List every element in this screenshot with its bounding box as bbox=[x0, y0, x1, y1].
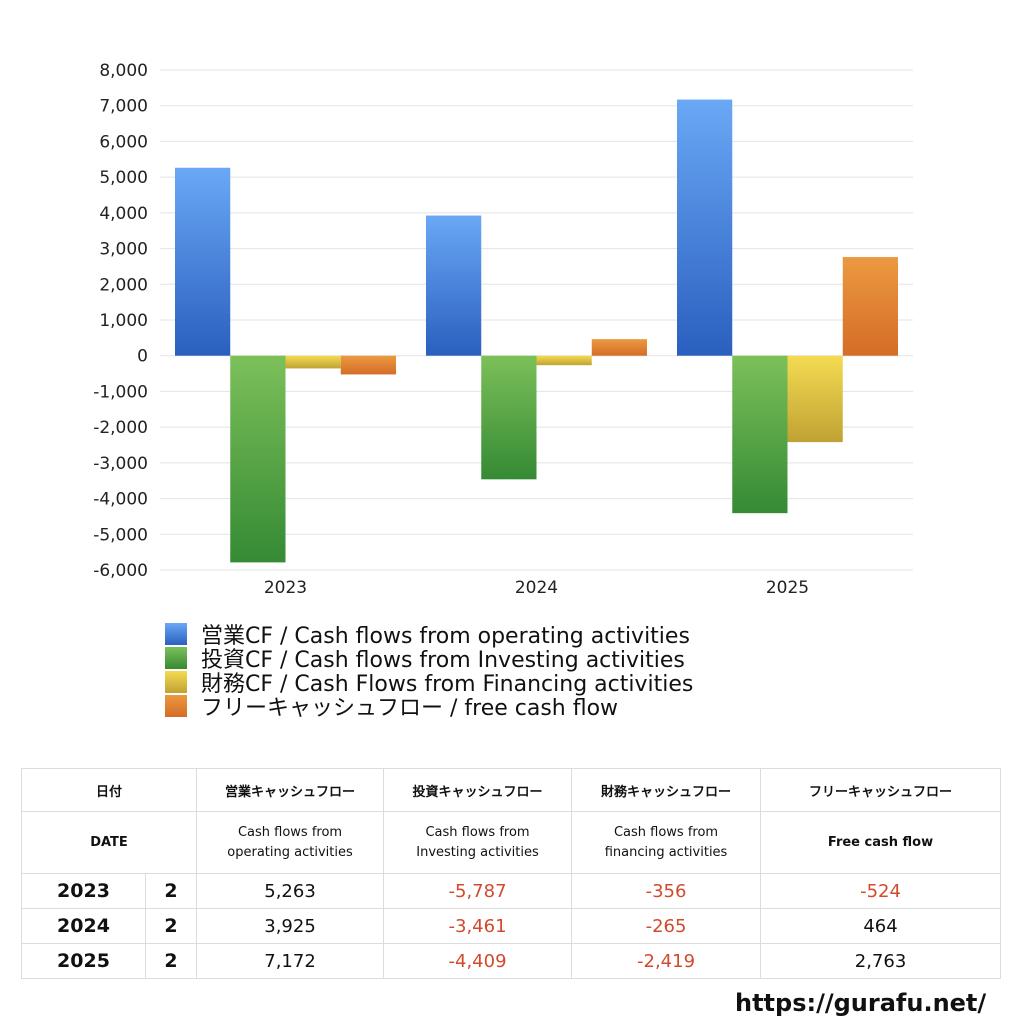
x-tick-label: 2024 bbox=[515, 578, 558, 598]
legend-label-financing: 財務CF / Cash Flows from Financing activit… bbox=[201, 672, 694, 697]
y-tick-label: 0 bbox=[137, 347, 148, 367]
header-investing-en-line1: Cash flows from bbox=[425, 824, 530, 840]
header-operating-jp: 営業キャッシュフロー bbox=[196, 768, 385, 812]
y-tick-label: 2,000 bbox=[99, 275, 148, 295]
header-date-jp: 日付 bbox=[20, 768, 198, 812]
y-tick-label: -6,000 bbox=[93, 561, 148, 581]
table-header-en: DATE Cash flows from operating activitie… bbox=[20, 811, 1002, 874]
bars bbox=[175, 99, 898, 563]
row-financing: -265 bbox=[571, 908, 762, 944]
header-financing-en-line1: Cash flows from bbox=[613, 824, 719, 840]
table-row: 2025 2 7,172 -4,409 -2,419 2,763 bbox=[21, 943, 1002, 979]
row-investing: -5,787 bbox=[383, 873, 573, 909]
header-investing-en-line2: Investing activities bbox=[416, 844, 539, 860]
row-fcf: 464 bbox=[760, 908, 1002, 944]
legend-swatch-operating bbox=[165, 623, 187, 645]
header-investing-jp: 投資キャッシュフロー bbox=[383, 768, 573, 812]
row-financing: -2,419 bbox=[571, 943, 762, 979]
y-tick-label: 3,000 bbox=[99, 240, 148, 260]
y-tick-label: -3,000 bbox=[93, 454, 148, 474]
header-operating-en-line2: operating activities bbox=[227, 844, 353, 860]
bar-2025-series-2 bbox=[787, 355, 843, 443]
row-investing: -3,461 bbox=[383, 908, 573, 944]
y-tick-label: -1,000 bbox=[93, 382, 148, 402]
header-investing-en: Cash flows from Investing activities bbox=[383, 811, 573, 874]
row-operating: 7,172 bbox=[196, 943, 385, 979]
y-tick-label: 7,000 bbox=[99, 97, 148, 117]
row-month: 2 bbox=[144, 873, 198, 909]
header-financing-en-line2: financing activities bbox=[604, 844, 728, 860]
row-operating: 5,263 bbox=[196, 873, 385, 909]
bar-2023-series-1 bbox=[230, 355, 286, 563]
y-tick-label: -4,000 bbox=[93, 490, 148, 510]
row-year: 2023 bbox=[21, 873, 146, 909]
legend-swatch-financing bbox=[165, 671, 187, 693]
legend-label-investing: 投資CF / Cash flows from Investing activit… bbox=[201, 648, 685, 673]
y-tick-label: -5,000 bbox=[93, 525, 148, 545]
row-fcf: 2,763 bbox=[760, 943, 1002, 979]
bar-2024-series-0 bbox=[426, 215, 482, 356]
row-year: 2025 bbox=[21, 943, 146, 979]
cash-flow-table: 日付 営業キャッシュフロー 投資キャッシュフロー 財務キャッシュフロー フリーキ… bbox=[20, 768, 1002, 979]
header-financing-jp: 財務キャッシュフロー bbox=[571, 768, 762, 812]
y-tick-label: 1,000 bbox=[99, 311, 148, 331]
legend-item-operating: 営業CF / Cash flows from operating activit… bbox=[165, 622, 693, 649]
table-header-jp: 日付 営業キャッシュフロー 投資キャッシュフロー 財務キャッシュフロー フリーキ… bbox=[20, 768, 1002, 812]
row-fcf: -524 bbox=[760, 873, 1002, 909]
header-fcf-en: Free cash flow bbox=[760, 811, 1002, 874]
bar-2024-series-3 bbox=[591, 339, 647, 356]
header-financing-en: Cash flows from financing activities bbox=[571, 811, 762, 874]
row-year: 2024 bbox=[21, 908, 146, 944]
header-operating-en: Cash flows from operating activities bbox=[196, 811, 385, 874]
bar-2023-series-0 bbox=[175, 167, 231, 356]
legend-swatch-investing bbox=[165, 647, 187, 669]
bar-2023-series-3 bbox=[340, 355, 396, 375]
y-tick-label: 8,000 bbox=[99, 61, 148, 81]
x-axis-tick-labels: 2023 2024 2025 bbox=[264, 578, 809, 598]
legend-label-fcf: フリーキャッシュフロー / free cash flow bbox=[201, 696, 619, 721]
header-operating-en-line1: Cash flows from bbox=[237, 824, 343, 840]
y-axis-tick-labels: 8,000 7,000 6,000 5,000 4,000 3,000 2,000 1,000… bbox=[93, 61, 148, 581]
legend-swatch-fcf bbox=[165, 695, 187, 717]
legend-item-investing: 投資CF / Cash flows from Investing activit… bbox=[165, 646, 693, 673]
source-url[interactable]: https://gurafu.net/ bbox=[735, 989, 987, 1017]
legend-item-fcf: フリーキャッシュフロー / free cash flow bbox=[165, 694, 693, 721]
table-row: 2023 2 5,263 -5,787 -356 -524 bbox=[21, 873, 1002, 909]
table-row: 2024 2 3,925 -3,461 -265 464 bbox=[21, 908, 1002, 944]
x-tick-label: 2023 bbox=[264, 578, 307, 598]
cash-flow-bar-chart: 8,000 7,000 6,000 5,000 4,000 3,000 2,000 1,000… bbox=[93, 61, 913, 598]
row-investing: -4,409 bbox=[383, 943, 573, 979]
row-operating: 3,925 bbox=[196, 908, 385, 944]
row-month: 2 bbox=[144, 943, 198, 979]
legend-item-financing: 財務CF / Cash Flows from Financing activit… bbox=[165, 670, 693, 697]
legend: 営業CF / Cash flows from operating activit… bbox=[165, 622, 693, 721]
bar-2025-series-0 bbox=[677, 99, 733, 356]
header-date-en: DATE bbox=[20, 811, 198, 874]
bar-2024-series-1 bbox=[481, 355, 537, 480]
row-financing: -356 bbox=[571, 873, 762, 909]
bar-2025-series-1 bbox=[732, 355, 788, 514]
y-tick-label: 5,000 bbox=[99, 168, 148, 188]
bar-2024-series-2 bbox=[536, 355, 592, 366]
bar-2023-series-2 bbox=[285, 355, 341, 369]
legend-label-operating: 営業CF / Cash flows from operating activit… bbox=[201, 624, 690, 649]
row-month: 2 bbox=[144, 908, 198, 944]
x-tick-label: 2025 bbox=[766, 578, 809, 598]
y-tick-label: 4,000 bbox=[99, 204, 148, 224]
y-tick-label: -2,000 bbox=[93, 418, 148, 438]
header-fcf-jp: フリーキャッシュフロー bbox=[760, 768, 1002, 812]
bar-2025-series-3 bbox=[842, 257, 898, 356]
y-tick-label: 6,000 bbox=[99, 132, 148, 152]
